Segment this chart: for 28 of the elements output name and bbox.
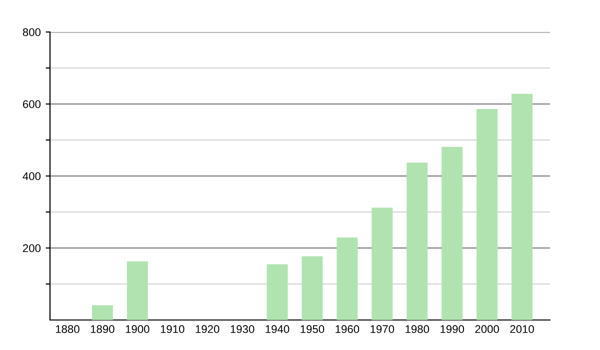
bar (372, 208, 393, 320)
y-tick-label: 400 (22, 172, 41, 180)
bar (336, 238, 358, 320)
x-tick-label: 1930 (230, 325, 254, 334)
x-tick-label: 2000 (475, 325, 499, 334)
bar (266, 264, 288, 320)
x-tick-label: 1950 (300, 325, 324, 334)
x-tick-label: 1910 (160, 325, 184, 334)
x-tick-label: 1980 (406, 325, 430, 334)
y-tick-label: 800 (22, 28, 41, 36)
bar (476, 109, 498, 320)
x-tick-label: 1890 (90, 325, 114, 334)
x-tick-label: 1880 (56, 325, 80, 334)
x-tick-label: 1900 (126, 325, 150, 334)
bar (512, 94, 533, 320)
x-tick-label: 1960 (336, 325, 360, 334)
x-tick-label: 2010 (510, 325, 534, 334)
bar (406, 162, 428, 320)
bar (442, 146, 463, 320)
x-tick-label: 1920 (196, 325, 220, 334)
x-tick-label: 1970 (370, 325, 394, 334)
bar (126, 261, 148, 320)
y-tick-label: 600 (23, 100, 41, 108)
x-tick-label: 1990 (440, 325, 464, 334)
bar (302, 256, 323, 320)
bar (92, 305, 113, 320)
y-tick-label: 200 (22, 244, 41, 252)
x-tick-label: 1940 (266, 325, 290, 334)
